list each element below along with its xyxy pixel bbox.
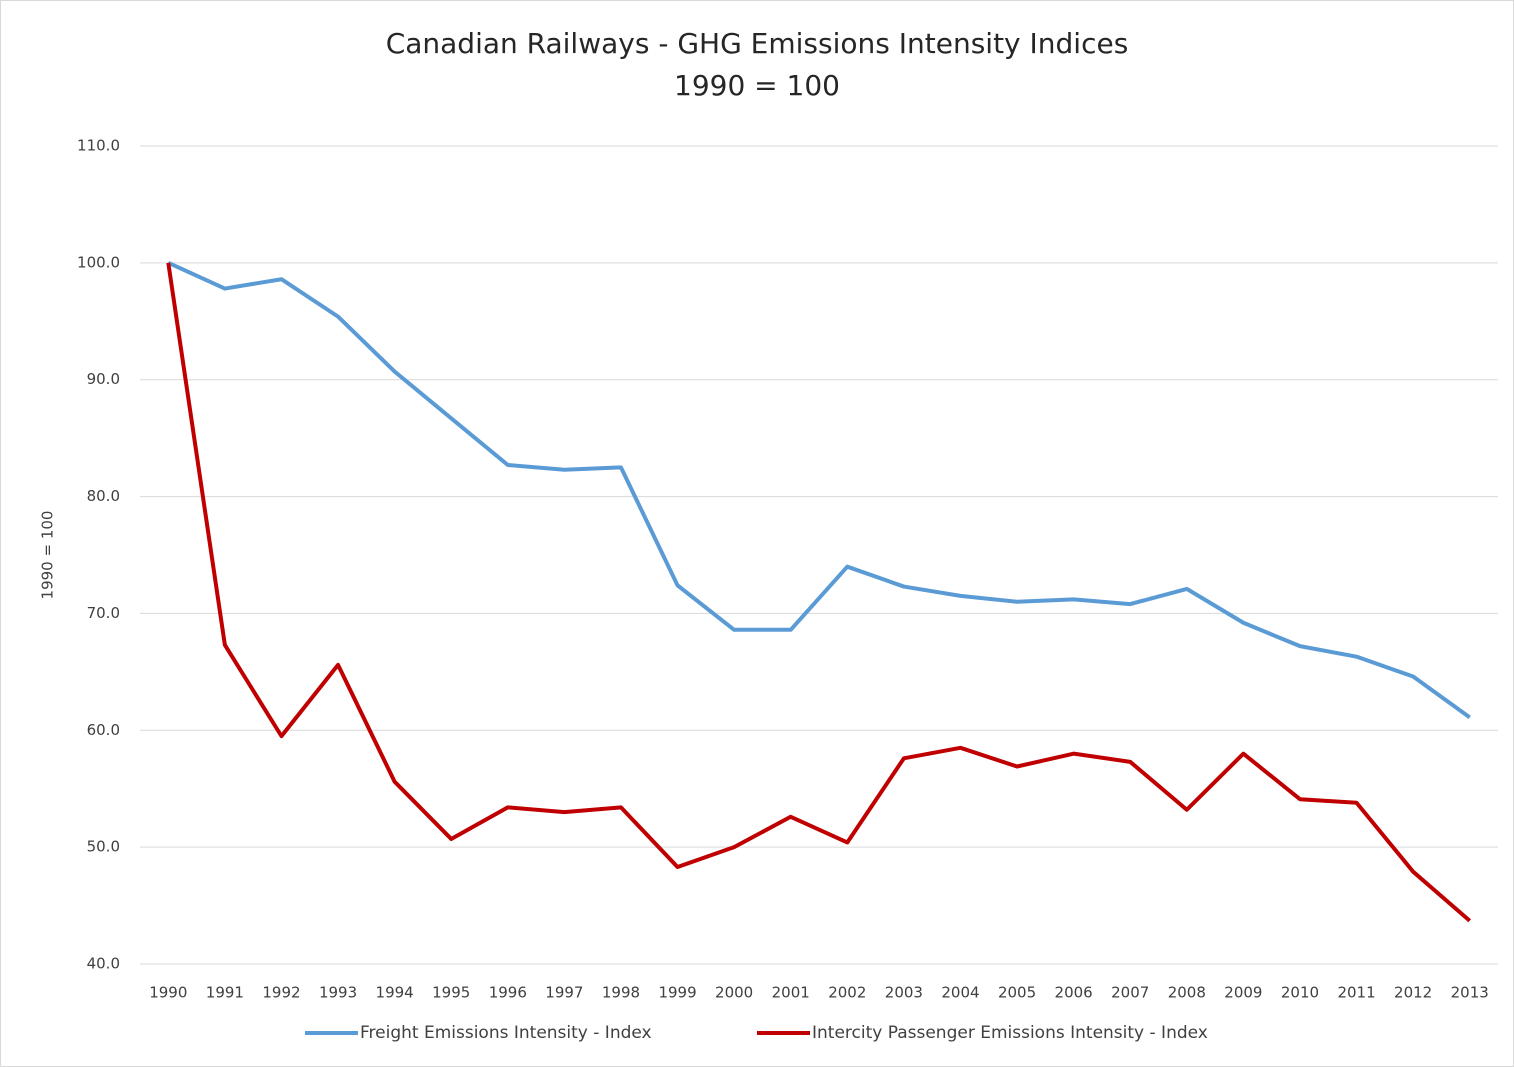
y-tick-label: 40.0 [87, 955, 120, 973]
x-tick-label: 1997 [545, 984, 583, 1002]
y-tick-label: 110.0 [77, 137, 120, 155]
x-tick-label: 2013 [1451, 984, 1489, 1002]
data-line [166, 262, 1472, 923]
x-tick-label: 2009 [1224, 984, 1262, 1002]
x-tick-label: 1996 [489, 984, 527, 1002]
x-tick-label: 2002 [828, 984, 866, 1002]
data-line [167, 261, 1471, 720]
x-tick-label: 1998 [602, 984, 640, 1002]
x-tick-label: 2011 [1337, 984, 1375, 1002]
x-tick-label: 2001 [772, 984, 810, 1002]
legend-label: Freight Emissions Intensity - Index [360, 1023, 652, 1043]
y-tick-label: 80.0 [87, 487, 120, 505]
x-tick-label: 2005 [998, 984, 1036, 1002]
x-tick-label: 1993 [319, 984, 357, 1002]
x-tick-label: 2004 [941, 984, 979, 1002]
x-tick-label: 2008 [1168, 984, 1206, 1002]
x-tick-label: 2012 [1394, 984, 1432, 1002]
x-tick-label: 1991 [206, 984, 244, 1002]
x-tick-label: 1992 [262, 984, 300, 1002]
chart-title: Canadian Railways - GHG Emissions Intens… [386, 27, 1129, 60]
x-tick-label: 2000 [715, 984, 753, 1002]
x-tick-label: 1994 [376, 984, 414, 1002]
y-tick-label: 70.0 [87, 604, 120, 622]
x-tick-label: 1995 [432, 984, 470, 1002]
legend-label: Intercity Passenger Emissions Intensity … [812, 1023, 1208, 1043]
y-tick-label: 100.0 [77, 253, 120, 271]
x-tick-label: 2006 [1055, 984, 1093, 1002]
x-tick-label: 2007 [1111, 984, 1149, 1002]
y-tick-label: 60.0 [87, 721, 120, 739]
x-tick-label: 1999 [658, 984, 696, 1002]
x-tick-label: 1990 [149, 984, 187, 1002]
y-axis-label: 1990 = 100 [39, 511, 57, 600]
chart-subtitle: 1990 = 100 [674, 69, 840, 102]
x-tick-label: 2003 [885, 984, 923, 1002]
y-tick-label: 50.0 [87, 838, 120, 856]
y-tick-label: 90.0 [87, 370, 120, 388]
x-tick-label: 2010 [1281, 984, 1319, 1002]
